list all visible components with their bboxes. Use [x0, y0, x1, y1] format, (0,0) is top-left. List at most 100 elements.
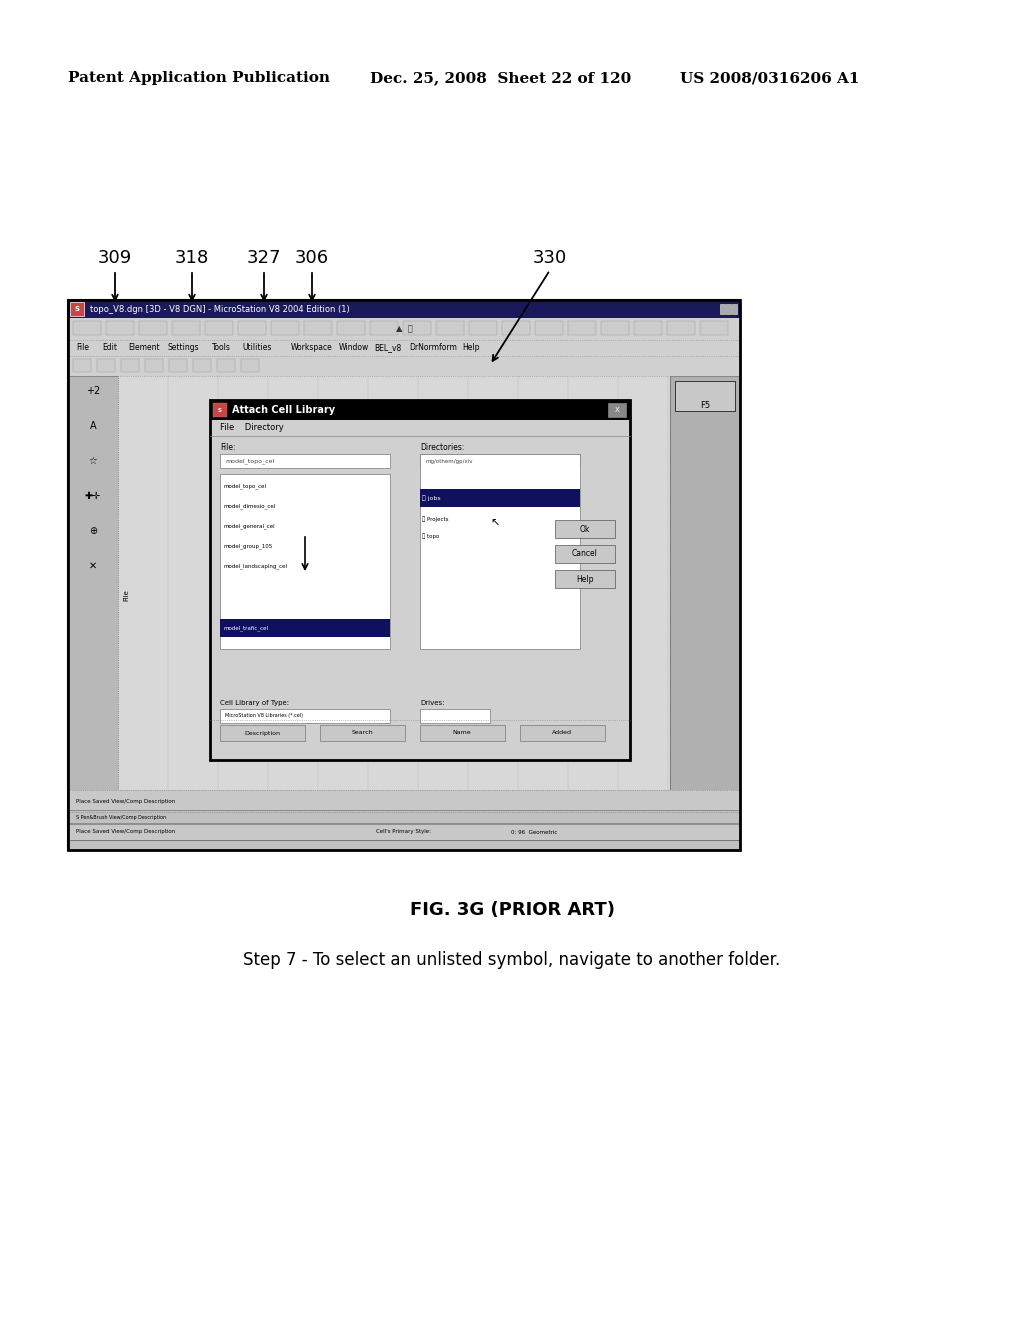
Bar — [68, 376, 118, 814]
Bar — [700, 321, 728, 335]
Bar — [555, 545, 615, 564]
Text: US 2008/0316206 A1: US 2008/0316206 A1 — [680, 71, 859, 84]
Bar — [68, 789, 740, 812]
Bar — [608, 403, 626, 417]
Text: Cell's Primary Style:: Cell's Primary Style: — [377, 829, 431, 834]
Text: DrNormform: DrNormform — [409, 343, 457, 352]
Bar — [121, 359, 139, 372]
Text: 318: 318 — [175, 249, 209, 267]
Text: Attach Cell Library: Attach Cell Library — [232, 405, 335, 414]
Text: 📁 Projects: 📁 Projects — [422, 516, 449, 521]
Bar — [420, 709, 490, 723]
Bar — [217, 359, 234, 372]
Text: Name: Name — [453, 730, 471, 735]
Bar — [220, 709, 390, 723]
Text: 306: 306 — [295, 249, 329, 267]
Text: ✕: ✕ — [89, 561, 97, 572]
Bar — [97, 359, 115, 372]
Text: ☆: ☆ — [89, 455, 97, 466]
Bar — [118, 376, 670, 814]
Text: Patent Application Publication: Patent Application Publication — [68, 71, 330, 84]
Bar — [68, 318, 740, 341]
Text: Added: Added — [552, 730, 572, 735]
Bar — [68, 300, 740, 318]
Bar — [73, 359, 91, 372]
Bar — [172, 321, 200, 335]
Text: S: S — [75, 306, 80, 312]
Bar — [667, 321, 695, 335]
Bar — [193, 359, 211, 372]
Text: BEL_v8: BEL_v8 — [374, 343, 401, 352]
Text: File    Directory: File Directory — [220, 424, 284, 433]
Text: ✚✛: ✚✛ — [85, 491, 101, 502]
Bar — [601, 321, 629, 335]
Bar — [420, 454, 580, 469]
Text: +2: +2 — [86, 385, 100, 396]
Text: FIG. 3G (PRIOR ART): FIG. 3G (PRIOR ART) — [410, 902, 614, 919]
Bar — [68, 840, 740, 850]
Text: model_landscaping_cel: model_landscaping_cel — [223, 564, 287, 569]
Bar — [675, 381, 735, 411]
Bar — [469, 321, 497, 335]
Text: ⊕: ⊕ — [89, 525, 97, 536]
Text: File:: File: — [220, 444, 236, 453]
Text: 309: 309 — [98, 249, 132, 267]
Text: Workspace: Workspace — [291, 343, 332, 352]
Bar — [238, 321, 266, 335]
Text: Tools: Tools — [212, 343, 230, 352]
Text: Place Saved View/Comp Description: Place Saved View/Comp Description — [76, 829, 175, 834]
Text: 330: 330 — [532, 249, 567, 267]
Text: Settings: Settings — [168, 343, 199, 352]
Bar — [535, 321, 563, 335]
Text: model_group_105: model_group_105 — [223, 543, 272, 549]
Bar — [436, 321, 464, 335]
Bar — [726, 304, 731, 314]
Text: model_trafic_cel: model_trafic_cel — [223, 626, 268, 631]
Text: MicroStation V8 Libraries (*.cel): MicroStation V8 Libraries (*.cel) — [225, 714, 303, 718]
Text: File: File — [123, 589, 129, 601]
Bar — [555, 570, 615, 587]
Bar — [520, 725, 605, 741]
Text: Place Saved View/Comp Description: Place Saved View/Comp Description — [76, 799, 175, 804]
Bar — [205, 321, 233, 335]
Bar — [634, 321, 662, 335]
Bar — [68, 300, 740, 850]
Text: topo_V8.dgn [3D - V8 DGN] - MicroStation V8 2004 Edition (1): topo_V8.dgn [3D - V8 DGN] - MicroStation… — [90, 305, 350, 314]
Bar — [555, 520, 615, 539]
Bar — [210, 400, 630, 420]
Text: Element: Element — [128, 343, 160, 352]
Bar — [337, 321, 365, 335]
Bar — [420, 725, 505, 741]
Bar — [169, 359, 187, 372]
Text: mg/othem/gp/xiv: mg/othem/gp/xiv — [425, 458, 472, 463]
Bar — [106, 321, 134, 335]
Text: 0: 96  Geometric: 0: 96 Geometric — [511, 829, 557, 834]
Bar — [732, 304, 737, 314]
Bar — [220, 454, 390, 469]
Text: Dec. 25, 2008  Sheet 22 of 120: Dec. 25, 2008 Sheet 22 of 120 — [370, 71, 631, 84]
Bar — [139, 321, 167, 335]
Bar — [271, 321, 299, 335]
Bar — [73, 321, 101, 335]
Bar — [304, 321, 332, 335]
Text: model_topo_cel: model_topo_cel — [223, 483, 266, 488]
Bar — [70, 302, 84, 315]
Text: Directories:: Directories: — [420, 444, 464, 453]
Text: ▲  🔍: ▲ 🔍 — [395, 325, 413, 334]
Bar — [68, 810, 740, 824]
Bar — [403, 321, 431, 335]
Text: F5: F5 — [700, 401, 710, 411]
Bar — [145, 359, 163, 372]
Text: Help: Help — [577, 574, 594, 583]
Bar — [568, 321, 596, 335]
Text: S Pen&Brush View/Comp Description: S Pen&Brush View/Comp Description — [76, 814, 166, 820]
Text: Drives:: Drives: — [420, 700, 444, 706]
Bar — [502, 321, 530, 335]
Text: Help: Help — [462, 343, 479, 352]
Bar — [420, 488, 580, 507]
Bar — [210, 400, 630, 760]
Text: Cancel: Cancel — [572, 549, 598, 558]
Text: model_dimesio_cel: model_dimesio_cel — [223, 503, 275, 508]
Text: S: S — [218, 408, 222, 412]
Bar — [420, 454, 580, 649]
